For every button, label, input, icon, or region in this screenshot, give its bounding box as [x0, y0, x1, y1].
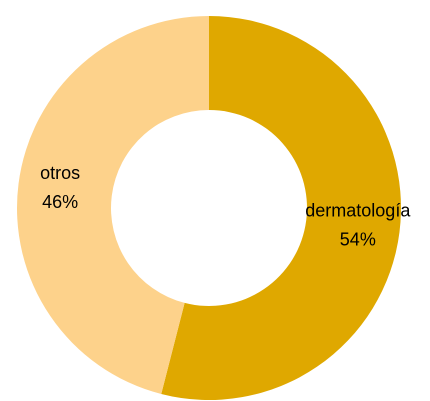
value-label: 46% — [42, 192, 78, 212]
donut-slice — [161, 16, 401, 400]
slice-label: otros — [40, 163, 80, 183]
value-label: 54% — [340, 230, 376, 250]
slice-label: dermatología — [305, 201, 411, 221]
donut-slice — [16, 16, 210, 394]
